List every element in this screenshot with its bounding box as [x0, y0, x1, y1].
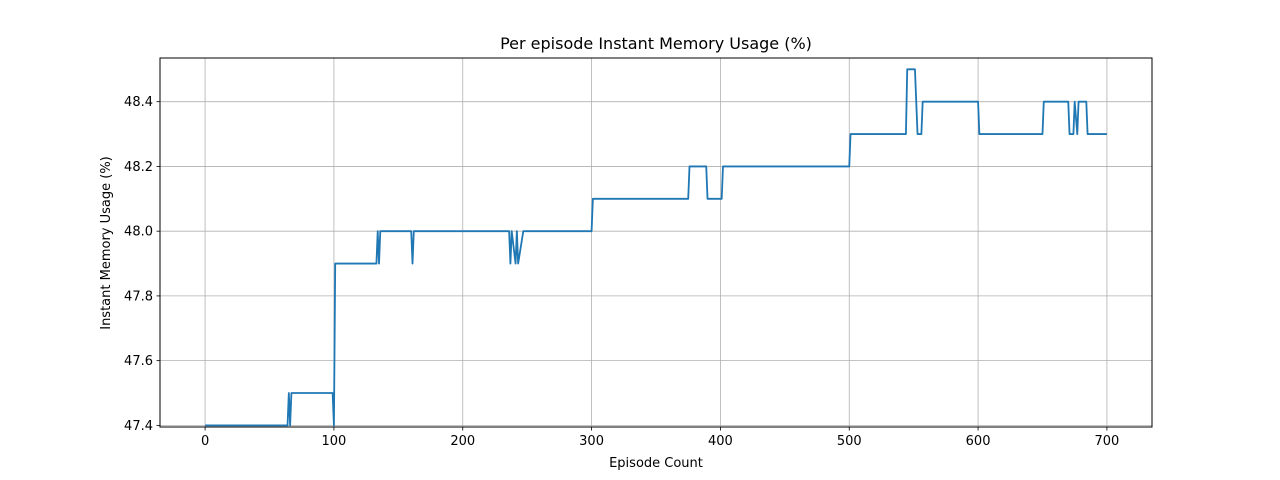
x-tick-label: 200 [450, 434, 475, 449]
x-tick-label: 700 [1094, 434, 1119, 449]
y-tick-label: 47.6 [124, 354, 153, 369]
y-tick-label: 48.0 [124, 225, 153, 240]
x-tick-label: 0 [201, 434, 209, 449]
y-tick-label: 47.8 [124, 289, 153, 304]
series-line-0 [205, 68, 1107, 427]
x-tick-label: 400 [708, 434, 733, 449]
x-tick-label: 500 [837, 434, 862, 449]
x-tick-label: 100 [322, 434, 347, 449]
x-tick-label: 300 [579, 434, 604, 449]
x-axis-label: Episode Count [609, 456, 703, 471]
y-axis-ticks: 47.4 47.6 47.8 48.0 48.2 48.4 [124, 95, 160, 434]
chart-title: Per episode Instant Memory Usage (%) [500, 34, 812, 53]
y-axis-label: Instant Memory Usage (%) [99, 156, 114, 330]
y-tick-label: 47.4 [124, 419, 153, 434]
series-group [205, 68, 1107, 427]
axes-frame [159, 57, 1153, 428]
x-tick-label: 600 [966, 434, 991, 449]
x-axis-ticks: 0 100 200 300 400 500 600 700 [201, 427, 1119, 449]
grid [160, 58, 1152, 427]
y-tick-label: 48.2 [124, 160, 153, 175]
y-tick-label: 48.4 [124, 95, 153, 110]
